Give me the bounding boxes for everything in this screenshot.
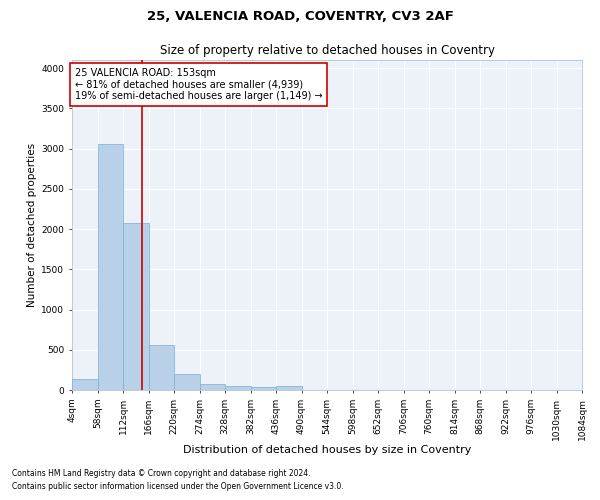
Text: 25 VALENCIA ROAD: 153sqm
← 81% of detached houses are smaller (4,939)
19% of sem: 25 VALENCIA ROAD: 153sqm ← 81% of detach… [75, 68, 322, 101]
Bar [72, 378, 97, 390]
Text: Contains HM Land Registry data © Crown copyright and database right 2024.: Contains HM Land Registry data © Crown c… [12, 468, 311, 477]
Bar [123, 224, 149, 390]
Text: Contains public sector information licensed under the Open Government Licence v3: Contains public sector information licen… [12, 482, 344, 491]
Bar [149, 345, 174, 390]
X-axis label: Distribution of detached houses by size in Coventry: Distribution of detached houses by size … [183, 446, 471, 456]
Bar [251, 387, 276, 390]
Text: 25, VALENCIA ROAD, COVENTRY, CV3 2AF: 25, VALENCIA ROAD, COVENTRY, CV3 2AF [146, 10, 454, 23]
Bar [225, 386, 251, 390]
Bar [276, 386, 302, 390]
Title: Size of property relative to detached houses in Coventry: Size of property relative to detached ho… [160, 44, 494, 58]
Bar [97, 144, 123, 390]
Y-axis label: Number of detached properties: Number of detached properties [27, 143, 37, 307]
Bar [174, 374, 199, 390]
Bar [200, 384, 225, 390]
